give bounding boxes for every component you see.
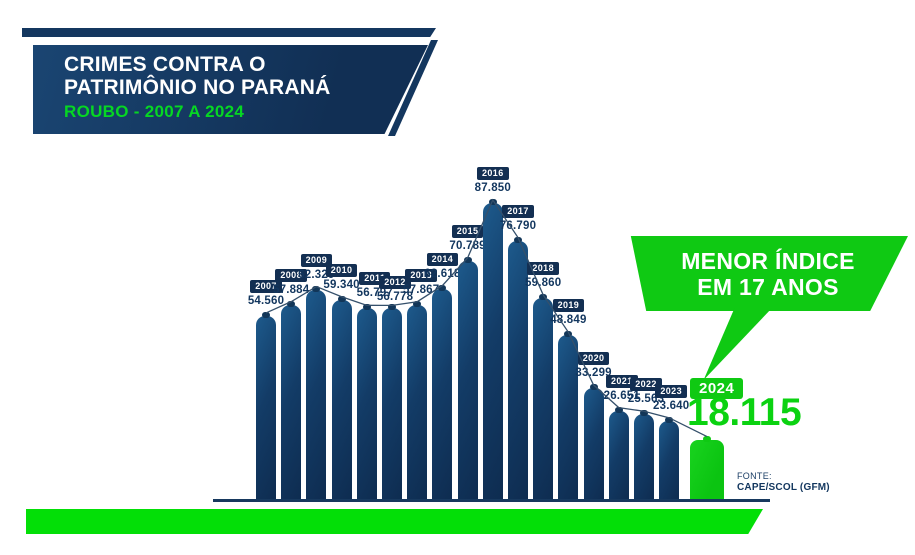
highlight-year-badge: 2024 [690, 378, 744, 399]
page-title-line2: PATRIMÔNIO NO PARANÁ [64, 76, 331, 99]
bar-label-2019: 2019 48.849 [533, 295, 603, 326]
bar-2021 [608, 410, 629, 501]
bar-marker-2017 [514, 236, 522, 243]
year-badge-2020: 2020 [577, 352, 610, 366]
source-name: CAPE/SCOL (GFM) [737, 482, 830, 493]
page-title-line1: CRIMES CONTRA O [64, 53, 266, 76]
page-subtitle: ROUBO - 2007 A 2024 [64, 102, 245, 121]
bar-2013 [407, 304, 428, 501]
bar-2024 [690, 439, 724, 501]
bar-2010 [331, 299, 352, 501]
source-label: FONTE: [737, 471, 772, 481]
bar-label-2017: 2017 76.790 [483, 201, 553, 232]
bar-2018 [533, 297, 554, 501]
bar-marker-2011 [362, 304, 371, 311]
callout-bubble: MENOR ÍNDICE EM 17 ANOS [630, 236, 908, 311]
callout-line1: MENOR ÍNDICE [681, 247, 855, 274]
callout-line2: EM 17 ANOS [697, 273, 839, 300]
bar-2007 [256, 315, 276, 501]
bar-marker-2015 [463, 256, 472, 263]
bar-2020 [583, 388, 604, 501]
year-badge-2015: 2015 [451, 224, 484, 238]
year-badge-2014: 2014 [426, 252, 459, 266]
bar-2008 [281, 304, 302, 501]
year-badge-2016: 2016 [476, 167, 509, 180]
year-badge-2023: 2023 [655, 384, 687, 398]
year-badge-2018: 2018 [527, 261, 559, 275]
bar-2022 [634, 414, 654, 501]
bar-marker-2023 [665, 416, 674, 423]
bar-marker-2014 [438, 284, 447, 291]
highlight-value: 18.115 [687, 391, 802, 434]
bar-value-2018: 59.860 [525, 276, 562, 289]
year-badge-2019: 2019 [552, 299, 585, 313]
footer-accent-bar [26, 509, 763, 534]
source-block: FONTE: CAPE/SCOL (GFM) [737, 471, 830, 494]
bar-marker-2013 [413, 300, 422, 307]
bar-value-2016: 87.850 [474, 182, 511, 194]
header-accent-strip [22, 28, 436, 37]
title-banner: CRIMES CONTRA O PATRIMÔNIO NO PARANÁ ROU… [33, 45, 428, 134]
bar-value-2019: 48.849 [550, 314, 587, 327]
bar-2009 [306, 289, 327, 501]
bar-marker-2007 [262, 311, 270, 318]
bar-marker-2024 [703, 435, 711, 442]
chart-baseline [213, 499, 770, 502]
bar-label-2018: 2018 59.860 [508, 258, 578, 289]
bar-2015 [457, 260, 478, 501]
bar-marker-2008 [287, 300, 296, 307]
bar-value-2017: 76.790 [499, 219, 537, 232]
bar-label-2016: 2016 87.850 [458, 163, 528, 194]
bar-marker-2021 [614, 406, 623, 413]
bar-2011 [356, 308, 377, 501]
bar-2012 [382, 308, 402, 501]
bar-2014 [432, 288, 453, 501]
year-badge-2017: 2017 [502, 204, 534, 218]
bar-2023 [659, 420, 680, 501]
bar-2016 [482, 203, 503, 501]
